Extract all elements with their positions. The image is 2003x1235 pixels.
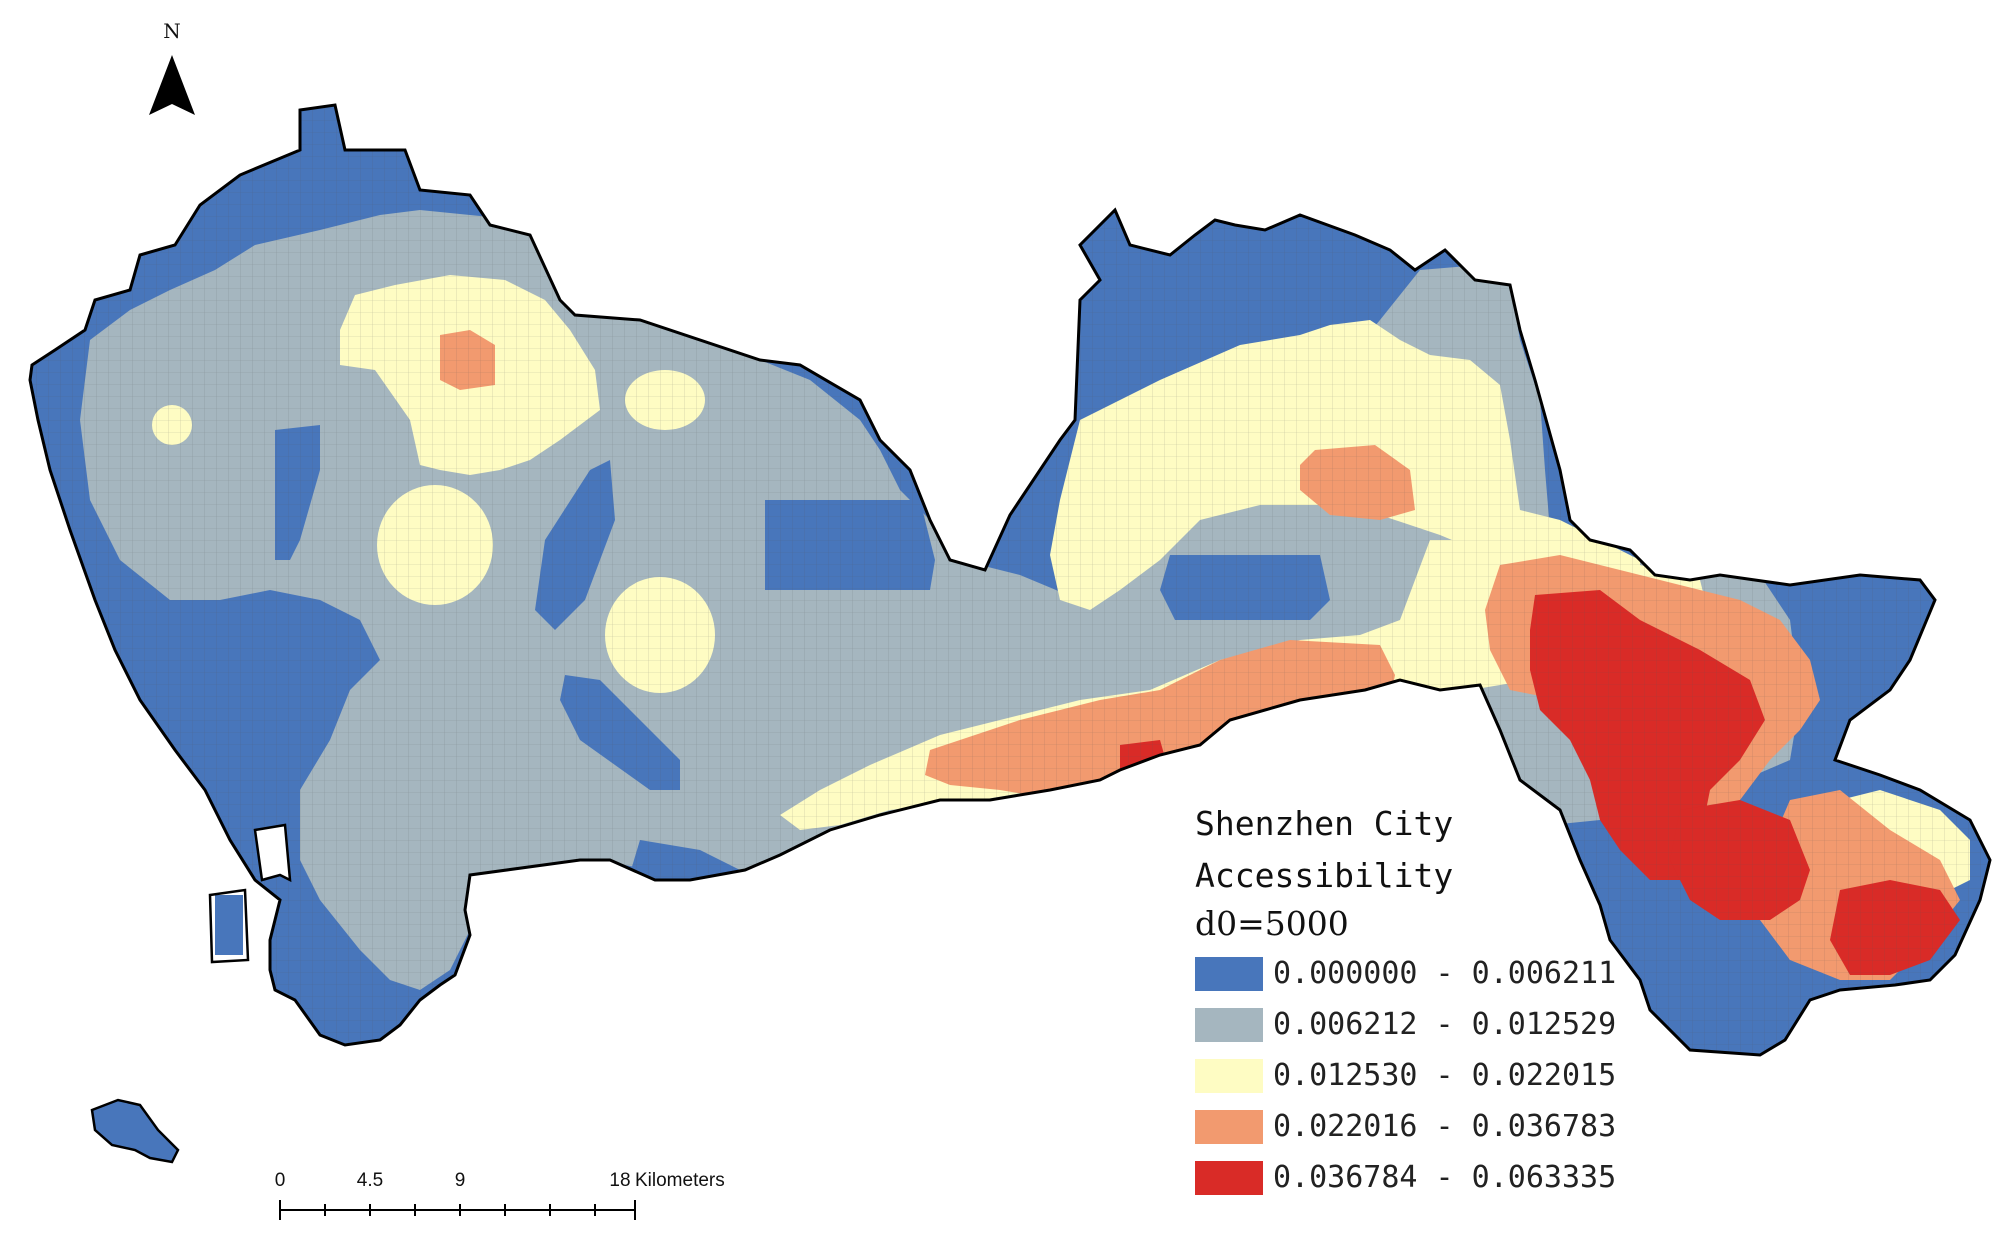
north-arrow-icon: N: [149, 19, 195, 115]
scale-tick-0: 0: [274, 1170, 286, 1191]
legend-row: 0.006212 - 0.012529: [1195, 999, 1616, 1050]
pier-outline: [253, 823, 292, 883]
legend-range-label: 0.022016 - 0.036783: [1273, 1109, 1617, 1144]
north-label: N: [163, 19, 181, 43]
scale-bar-graphic: [279, 1200, 636, 1220]
scale-tick-4-5: 4.5: [356, 1170, 384, 1191]
legend-swatch: [1195, 956, 1263, 991]
scale-bar: 0 4.5 9 18 Kilometers: [274, 1170, 725, 1230]
legend-classes: 0.000000 - 0.006211 0.006212 - 0.012529 0.…: [1195, 948, 1616, 1203]
legend-swatch: [1195, 1109, 1263, 1144]
legend-range-label: 0.006212 - 0.012529: [1273, 1007, 1617, 1042]
map-legend: Shenzhen City Accessibility d0=5000 0.00…: [1195, 798, 1616, 1203]
scale-tick-18: 18: [609, 1170, 631, 1191]
legend-parameter: d0=5000: [1195, 904, 1349, 943]
legend-title-line1: Shenzhen City: [1195, 804, 1454, 843]
legend-swatch: [1195, 1007, 1263, 1042]
legend-range-label: 0.000000 - 0.006211: [1273, 956, 1617, 991]
legend-range-label: 0.012530 - 0.022015: [1273, 1058, 1617, 1093]
scale-tick-9: 9: [454, 1170, 466, 1191]
city-boundary: [28, 103, 1992, 1057]
legend-title-line2: Accessibility: [1195, 856, 1454, 895]
legend-swatch: [1195, 1160, 1263, 1195]
island-west: [208, 888, 250, 964]
legend-swatch: [1195, 1058, 1263, 1093]
legend-range-label: 0.036784 - 0.063335: [1273, 1160, 1617, 1195]
legend-row: 0.036784 - 0.063335: [1195, 1152, 1616, 1203]
legend-row: 0.012530 - 0.022015: [1195, 1050, 1616, 1101]
legend-row: 0.022016 - 0.036783: [1195, 1101, 1616, 1152]
island-southwest: [90, 1098, 180, 1164]
legend-row: 0.000000 - 0.006211: [1195, 948, 1616, 999]
scale-unit: Kilometers: [635, 1170, 725, 1191]
